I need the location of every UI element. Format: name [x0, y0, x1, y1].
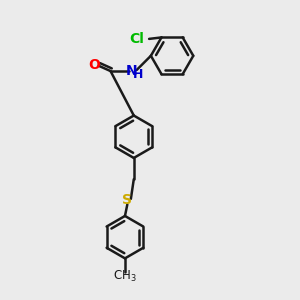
Text: Cl: Cl [129, 32, 144, 46]
Text: H: H [133, 68, 143, 81]
Text: S: S [122, 193, 132, 207]
Text: N: N [126, 64, 138, 78]
Text: CH$_3$: CH$_3$ [113, 268, 137, 284]
Text: O: O [89, 58, 100, 72]
